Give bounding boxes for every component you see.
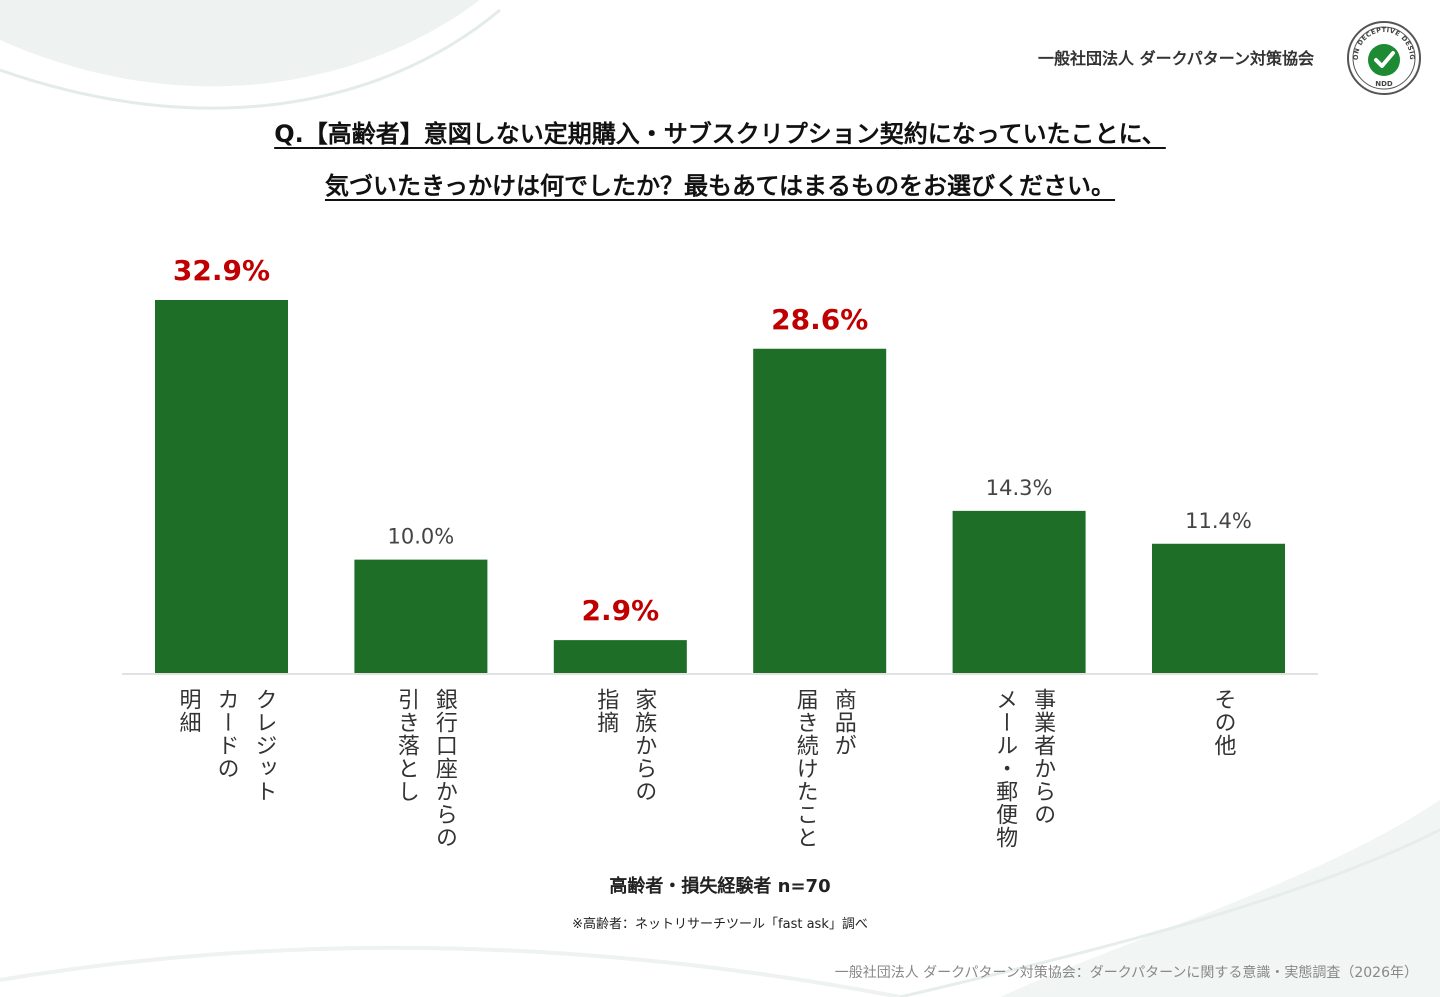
data-label: 32.9% [173, 254, 270, 287]
question-title: Q.【高齢者】意図しない定期購入・サブスクリプション契約になっていたことに、 気… [0, 108, 1440, 212]
bar [354, 559, 488, 673]
bar [1152, 543, 1285, 673]
bar [753, 348, 887, 673]
bar [155, 300, 288, 673]
question-line-2: 気づいたきっかけは何でしたか？最もあてはまるものをお選びください。 [324, 172, 1116, 200]
data-label: 10.0% [388, 525, 455, 549]
sample-size-label: 高齢者・損失経験者 n=70 [609, 876, 831, 897]
data-label: 2.9% [581, 594, 659, 627]
category-label: 事業者からの メール・郵便物 [992, 688, 1056, 849]
category-label: その他 [1210, 688, 1236, 757]
data-label: 28.6% [771, 303, 868, 336]
source-note: ※高齢者：ネットリサーチツール「fast ask」調べ [572, 917, 868, 932]
bar [553, 640, 687, 673]
data-label: 11.4% [1185, 509, 1252, 533]
logo-sub-text: NDD [1375, 80, 1393, 88]
category-label: 家族からの 指摘 [593, 688, 657, 803]
bar [952, 510, 1086, 673]
footer-citation: 一般社団法人 ダークパターン対策協会：ダークパターンに関する意識・実態調査（20… [834, 965, 1418, 981]
category-label: クレジット カードの 明細 [175, 688, 277, 803]
question-line-1: Q.【高齢者】意図しない定期購入・サブスクリプション契約になっていたことに、 [274, 120, 1166, 148]
category-label: 銀行口座からの 引き落とし [393, 688, 457, 849]
data-label: 14.3% [986, 476, 1053, 500]
organization-name: 一般社団法人 ダークパターン対策協会 [1038, 49, 1314, 68]
category-label: 商品が 届き続けたこと [792, 688, 856, 849]
